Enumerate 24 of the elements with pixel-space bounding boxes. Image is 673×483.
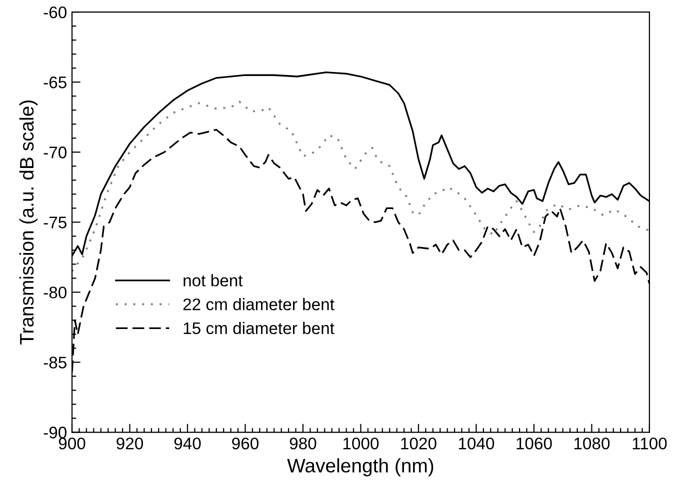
x-tick-label: 980 [290, 438, 316, 450]
y-tick-label: -60 [44, 6, 66, 18]
x-axis-title: Wavelength (nm) [287, 458, 434, 476]
line-series [72, 100, 650, 272]
x-tick-label: 960 [232, 438, 258, 450]
y-tick-label: -70 [44, 146, 66, 158]
x-tick-label: 1100 [632, 438, 667, 450]
legend-label: 15 cm diameter bent [184, 322, 334, 334]
y-tick-label: -85 [44, 356, 66, 368]
y-tick-label: -75 [44, 216, 66, 228]
x-tick-label: 1060 [516, 438, 552, 450]
y-tick-label: -80 [44, 286, 66, 298]
legend-label: not bent [184, 274, 243, 286]
legend-label: 22 cm diameter bent [183, 298, 334, 310]
x-tick-label: 900 [58, 438, 86, 450]
x-tick-label: 920 [116, 438, 144, 450]
y-tick-label: -90 [44, 426, 66, 438]
x-tick-label: 1040 [458, 438, 494, 450]
y-tick-label: -65 [44, 76, 66, 88]
x-tick-label: 1000 [343, 438, 379, 450]
x-tick-label: 1020 [401, 438, 436, 450]
x-tick-label: 940 [174, 438, 201, 450]
y-axis-title: Transmission (a.u. dB scale) [19, 100, 38, 345]
x-tick-label: 1080 [574, 438, 610, 450]
